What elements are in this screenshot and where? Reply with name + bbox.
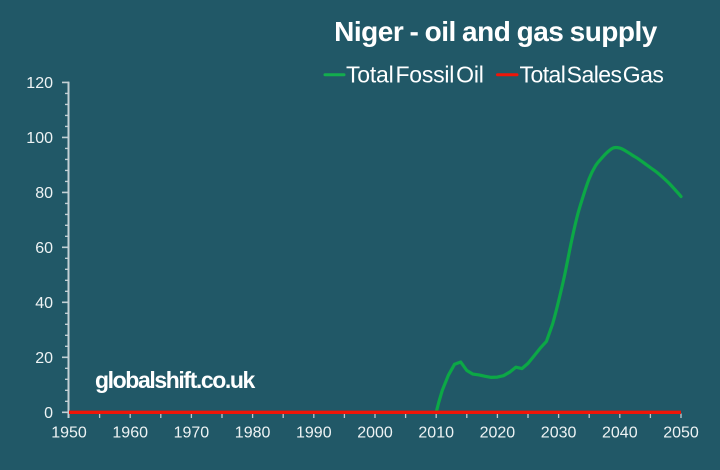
svg-text:globalshift.co.uk: globalshift.co.uk <box>95 367 256 393</box>
svg-text:1950: 1950 <box>51 425 87 442</box>
svg-text:1970: 1970 <box>174 425 210 442</box>
svg-text:0: 0 <box>44 405 53 422</box>
svg-text:2030: 2030 <box>541 425 577 442</box>
svg-text:100: 100 <box>26 130 53 147</box>
svg-text:Total Fossil Oil: Total Fossil Oil <box>346 62 484 88</box>
svg-text:2020: 2020 <box>480 425 516 442</box>
svg-text:120: 120 <box>26 75 53 92</box>
svg-text:1960: 1960 <box>112 425 148 442</box>
svg-text:Niger - oil and gas supply: Niger - oil and gas supply <box>334 16 658 47</box>
svg-text:80: 80 <box>35 185 53 202</box>
svg-text:2010: 2010 <box>418 425 454 442</box>
svg-text:Total Sales Gas: Total Sales Gas <box>520 62 664 88</box>
svg-text:1980: 1980 <box>235 425 271 442</box>
svg-text:1990: 1990 <box>296 425 332 442</box>
svg-text:60: 60 <box>35 240 53 257</box>
svg-text:20: 20 <box>35 350 53 367</box>
svg-text:2040: 2040 <box>602 425 638 442</box>
svg-text:2000: 2000 <box>357 425 393 442</box>
svg-text:2050: 2050 <box>663 425 699 442</box>
svg-text:40: 40 <box>35 295 53 312</box>
